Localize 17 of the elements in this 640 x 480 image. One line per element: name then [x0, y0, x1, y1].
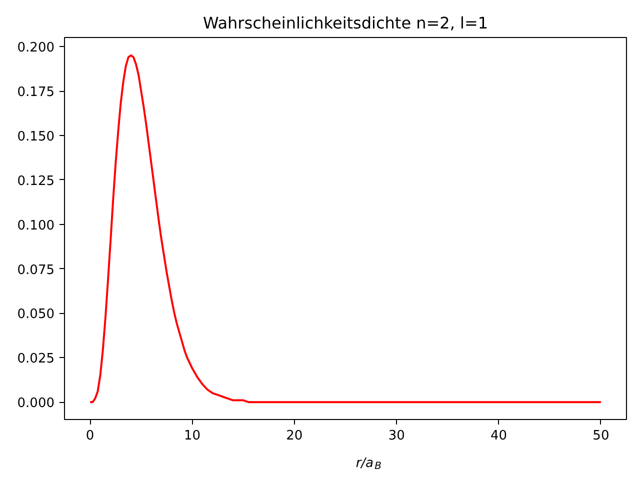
- line-series: [89, 54, 602, 404]
- x-tick-label: 10: [184, 428, 201, 444]
- y-tick-label: 0.000: [17, 396, 54, 412]
- y-tick-label: 0.150: [17, 129, 54, 144]
- y-tick-label: 0.200: [17, 40, 54, 56]
- y-tick-label: 0.175: [17, 85, 54, 100]
- y-tick-label: 0.050: [17, 307, 54, 322]
- y-tick-label: 0.025: [17, 352, 54, 367]
- y-tick-label: 0.100: [17, 218, 54, 234]
- x-tick-label: 0: [86, 428, 94, 444]
- x-tick-label: 30: [388, 428, 405, 444]
- y-tick-label: 0.125: [17, 174, 54, 189]
- y-tick-label: 0.075: [17, 262, 54, 278]
- x-tick-label: 50: [592, 428, 610, 444]
- x-tick-label: 20: [286, 428, 303, 444]
- chart-title: Wahrscheinlichkeitsdichte n=2, l=1: [202, 14, 488, 32]
- x-tick-label: 40: [490, 428, 508, 444]
